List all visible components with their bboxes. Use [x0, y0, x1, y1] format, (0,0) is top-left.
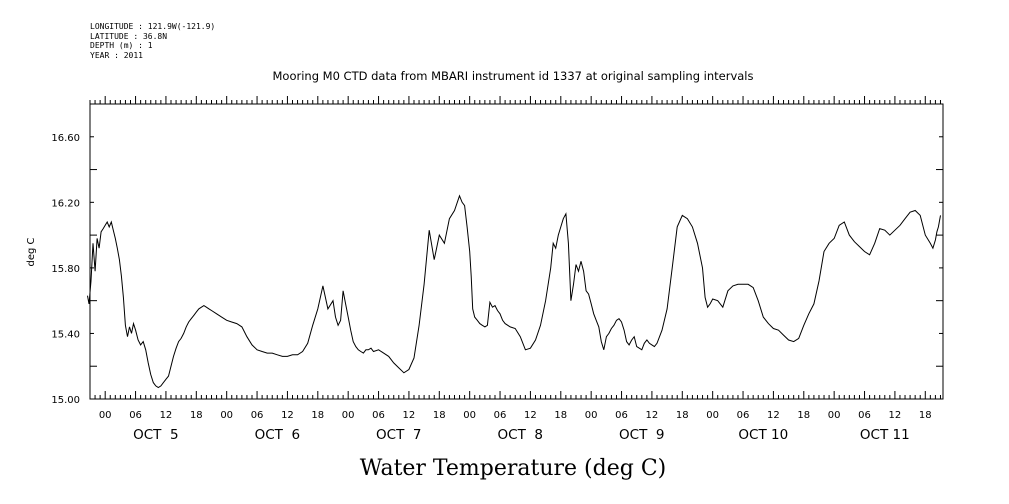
x-tick-label: 06: [494, 410, 507, 421]
x-tick-label: 00: [463, 410, 476, 421]
x-tick-label: 12: [767, 410, 780, 421]
x-tick-label: 06: [372, 410, 385, 421]
x-tick-label: 18: [311, 410, 324, 421]
water-temperature-line: [87, 194, 941, 389]
y-tick-label: 15.80: [51, 264, 80, 275]
y-tick-label: 15.00: [51, 395, 80, 406]
x-day-label: OCT 6: [255, 427, 300, 443]
x-day-label: OCT 5: [133, 427, 178, 443]
x-tick-label: 18: [676, 410, 689, 421]
y-tick-label: 16.20: [51, 198, 80, 209]
longitude-label: LONGITUDE : 121.9W(-121.9): [90, 22, 216, 31]
x-day-label: OCT 10: [738, 427, 788, 443]
x-tick-label: 12: [646, 410, 659, 421]
x-tick-label: 18: [919, 410, 932, 421]
x-tick-label: 12: [524, 410, 537, 421]
y-axis-title: deg C: [26, 237, 37, 266]
plot-frame: [89, 103, 944, 400]
location-metadata: LONGITUDE : 121.9W(-121.9) LATITUDE : 36…: [90, 22, 215, 60]
y-axis: 15.00 15.40 15.80 16.20 16.60: [51, 103, 943, 406]
x-day-label: OCT 8: [498, 427, 543, 443]
x-tick-label: 12: [889, 410, 902, 421]
x-tick-label: 12: [281, 410, 294, 421]
y-tick-label: 15.40: [51, 329, 80, 340]
x-tick-label: 00: [99, 410, 112, 421]
x-day-label: OCT 9: [619, 427, 664, 443]
x-tick-label: 00: [342, 410, 355, 421]
x-day-label: OCT 11: [860, 427, 910, 443]
x-tick-label: 18: [433, 410, 446, 421]
x-tick-label: 18: [554, 410, 567, 421]
x-tick-label: 06: [129, 410, 142, 421]
depth-label: DEPTH (m) : 1: [90, 41, 153, 50]
x-day-label: OCT 7: [376, 427, 421, 443]
x-tick-label: 12: [160, 410, 173, 421]
x-tick-label: 00: [220, 410, 233, 421]
x-tick-label: 12: [403, 410, 416, 421]
x-tick-label: 06: [251, 410, 264, 421]
year-label: YEAR : 2011: [90, 50, 143, 60]
x-tick-label: 06: [615, 410, 628, 421]
x-axis-title: Water Temperature (deg C): [360, 456, 667, 481]
x-tick-label: 00: [828, 410, 841, 421]
x-axis: 00 06 12 18 00 06 12 18 00 06 12 18 00 06 12 18 00 06 12 18…: [89, 96, 941, 443]
x-tick-label: 00: [706, 410, 719, 421]
x-tick-label: 06: [737, 410, 750, 421]
x-tick-label: 06: [858, 410, 871, 421]
x-tick-label: 00: [585, 410, 598, 421]
x-tick-label: 18: [797, 410, 810, 421]
latitude-label: LATITUDE : 36.8N: [90, 31, 168, 41]
y-tick-label: 16.60: [51, 133, 80, 144]
chart-title: Mooring M0 CTD data from MBARI instrumen…: [273, 69, 754, 83]
x-tick-label: 18: [190, 410, 203, 421]
